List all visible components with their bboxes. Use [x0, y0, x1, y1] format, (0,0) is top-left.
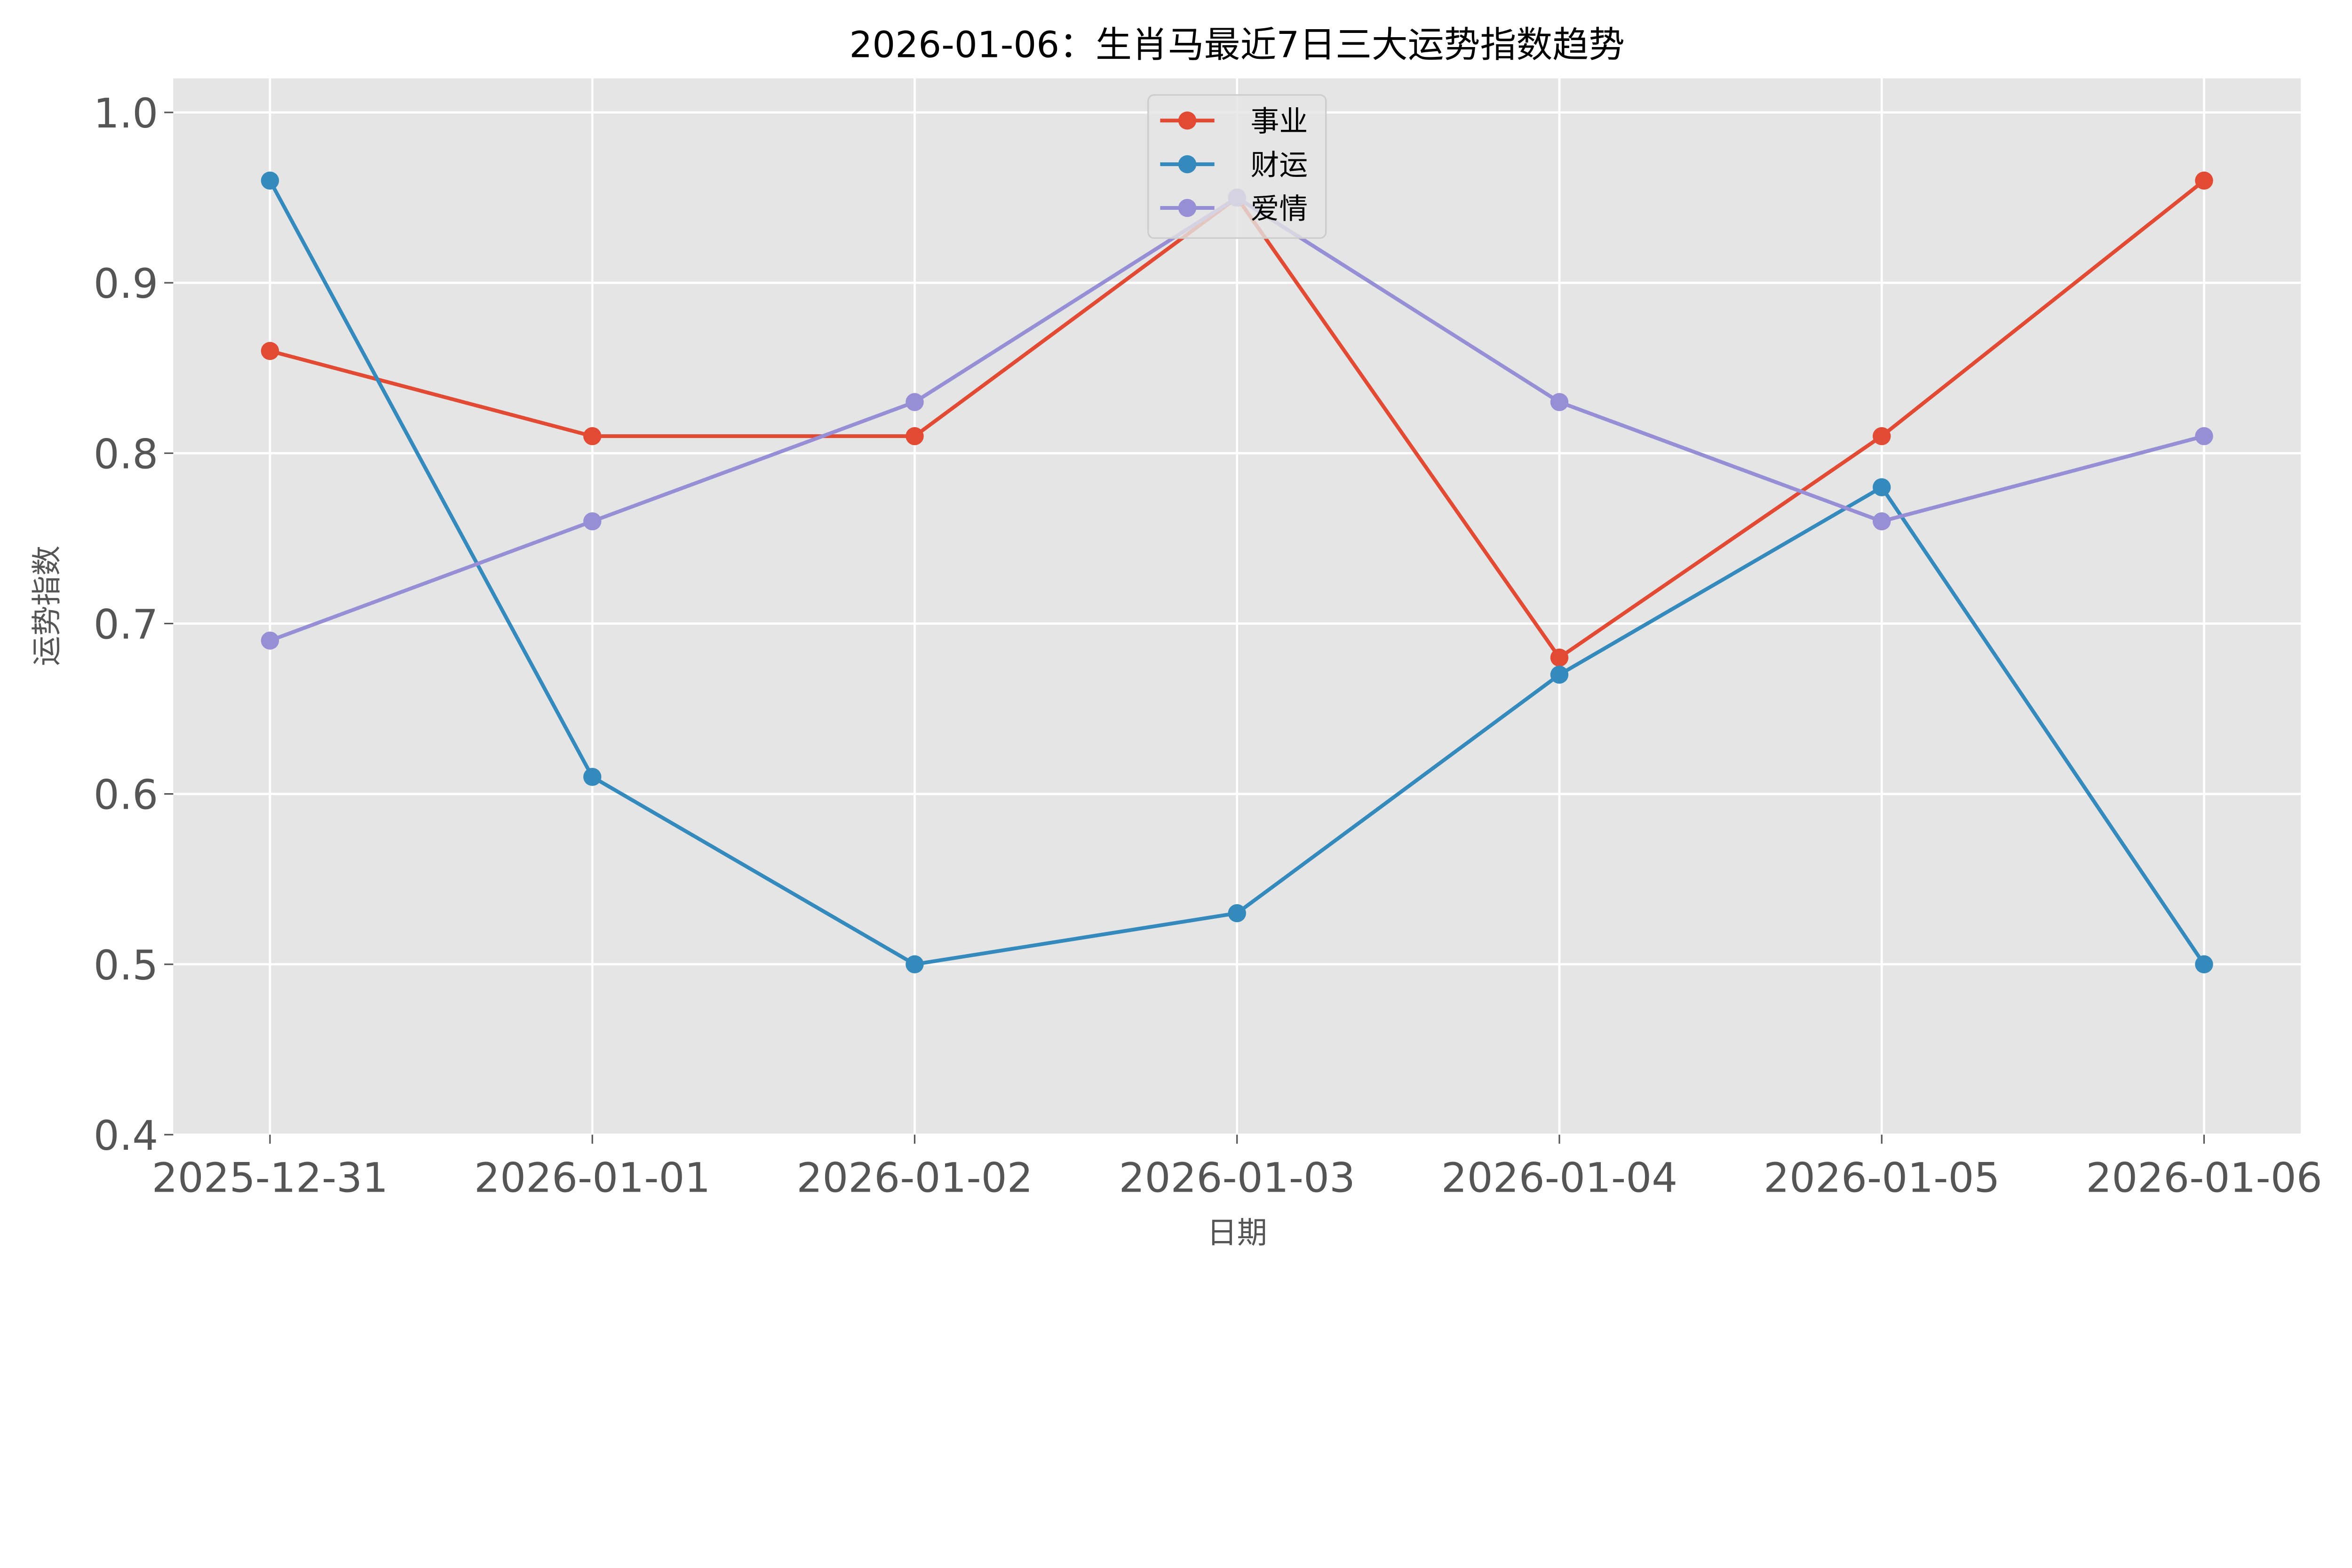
data-point — [2195, 955, 2213, 973]
x-tick-label: 2026-01-03 — [1119, 1155, 1355, 1202]
legend-label: 爱情 — [1251, 192, 1308, 225]
data-point — [1550, 393, 1569, 411]
data-point — [1873, 478, 1891, 496]
x-axis: 2025-12-31 2026-01-01 2026-01-02 2026-01-03… — [152, 1134, 2322, 1202]
y-tick-label: 0.9 — [94, 261, 159, 308]
series-1 — [261, 171, 2213, 973]
data-point — [583, 512, 602, 531]
x-axis-label: 日期 — [1207, 1216, 1267, 1251]
data-point — [1550, 648, 1569, 667]
data-point — [1550, 665, 1569, 684]
y-tick-label: 0.5 — [94, 942, 159, 989]
data-point — [261, 631, 279, 650]
chart-title: 2026-01-06：生肖马最近7日三大运势指数趋势 — [849, 24, 1624, 66]
x-tick-label: 2025-12-31 — [152, 1155, 389, 1202]
legend-label: 财运 — [1251, 149, 1308, 182]
x-tick-label: 2026-01-05 — [1764, 1155, 2000, 1202]
data-point — [906, 427, 924, 446]
x-tick-label: 2026-01-02 — [796, 1155, 1033, 1202]
data-point — [2195, 427, 2213, 446]
line-chart: 2026-01-06：生肖马最近7日三大运势指数趋势 0.40.50.60.70… — [30, 24, 2322, 1251]
legend-marker — [1178, 199, 1197, 217]
data-point — [906, 393, 924, 411]
y-tick-label: 0.6 — [94, 772, 159, 819]
data-point — [906, 955, 924, 973]
x-tick-label: 2026-01-04 — [1441, 1155, 1678, 1202]
legend-label: 事业 — [1251, 105, 1308, 138]
y-tick-label: 0.8 — [94, 431, 159, 478]
y-tick-label: 0.7 — [94, 601, 159, 648]
data-point — [583, 768, 602, 786]
data-point — [261, 171, 279, 190]
x-tick-label: 2026-01-01 — [474, 1155, 711, 1202]
data-point — [1228, 904, 1246, 923]
data-point — [1873, 427, 1891, 446]
data-point — [2195, 171, 2213, 190]
y-axis: 0.4 0.5 0.6 0.7 0.8 0.9 1.0 — [94, 90, 174, 1160]
data-point — [1873, 512, 1891, 531]
data-point — [261, 342, 279, 360]
x-tick-label: 2026-01-06 — [2086, 1155, 2322, 1202]
data-point — [583, 427, 602, 446]
legend-marker — [1178, 155, 1197, 174]
y-tick-label: 1.0 — [94, 90, 159, 137]
y-axis-label: 运势指数 — [30, 546, 65, 666]
legend-marker — [1178, 111, 1197, 130]
y-tick-label: 0.4 — [94, 1113, 159, 1160]
